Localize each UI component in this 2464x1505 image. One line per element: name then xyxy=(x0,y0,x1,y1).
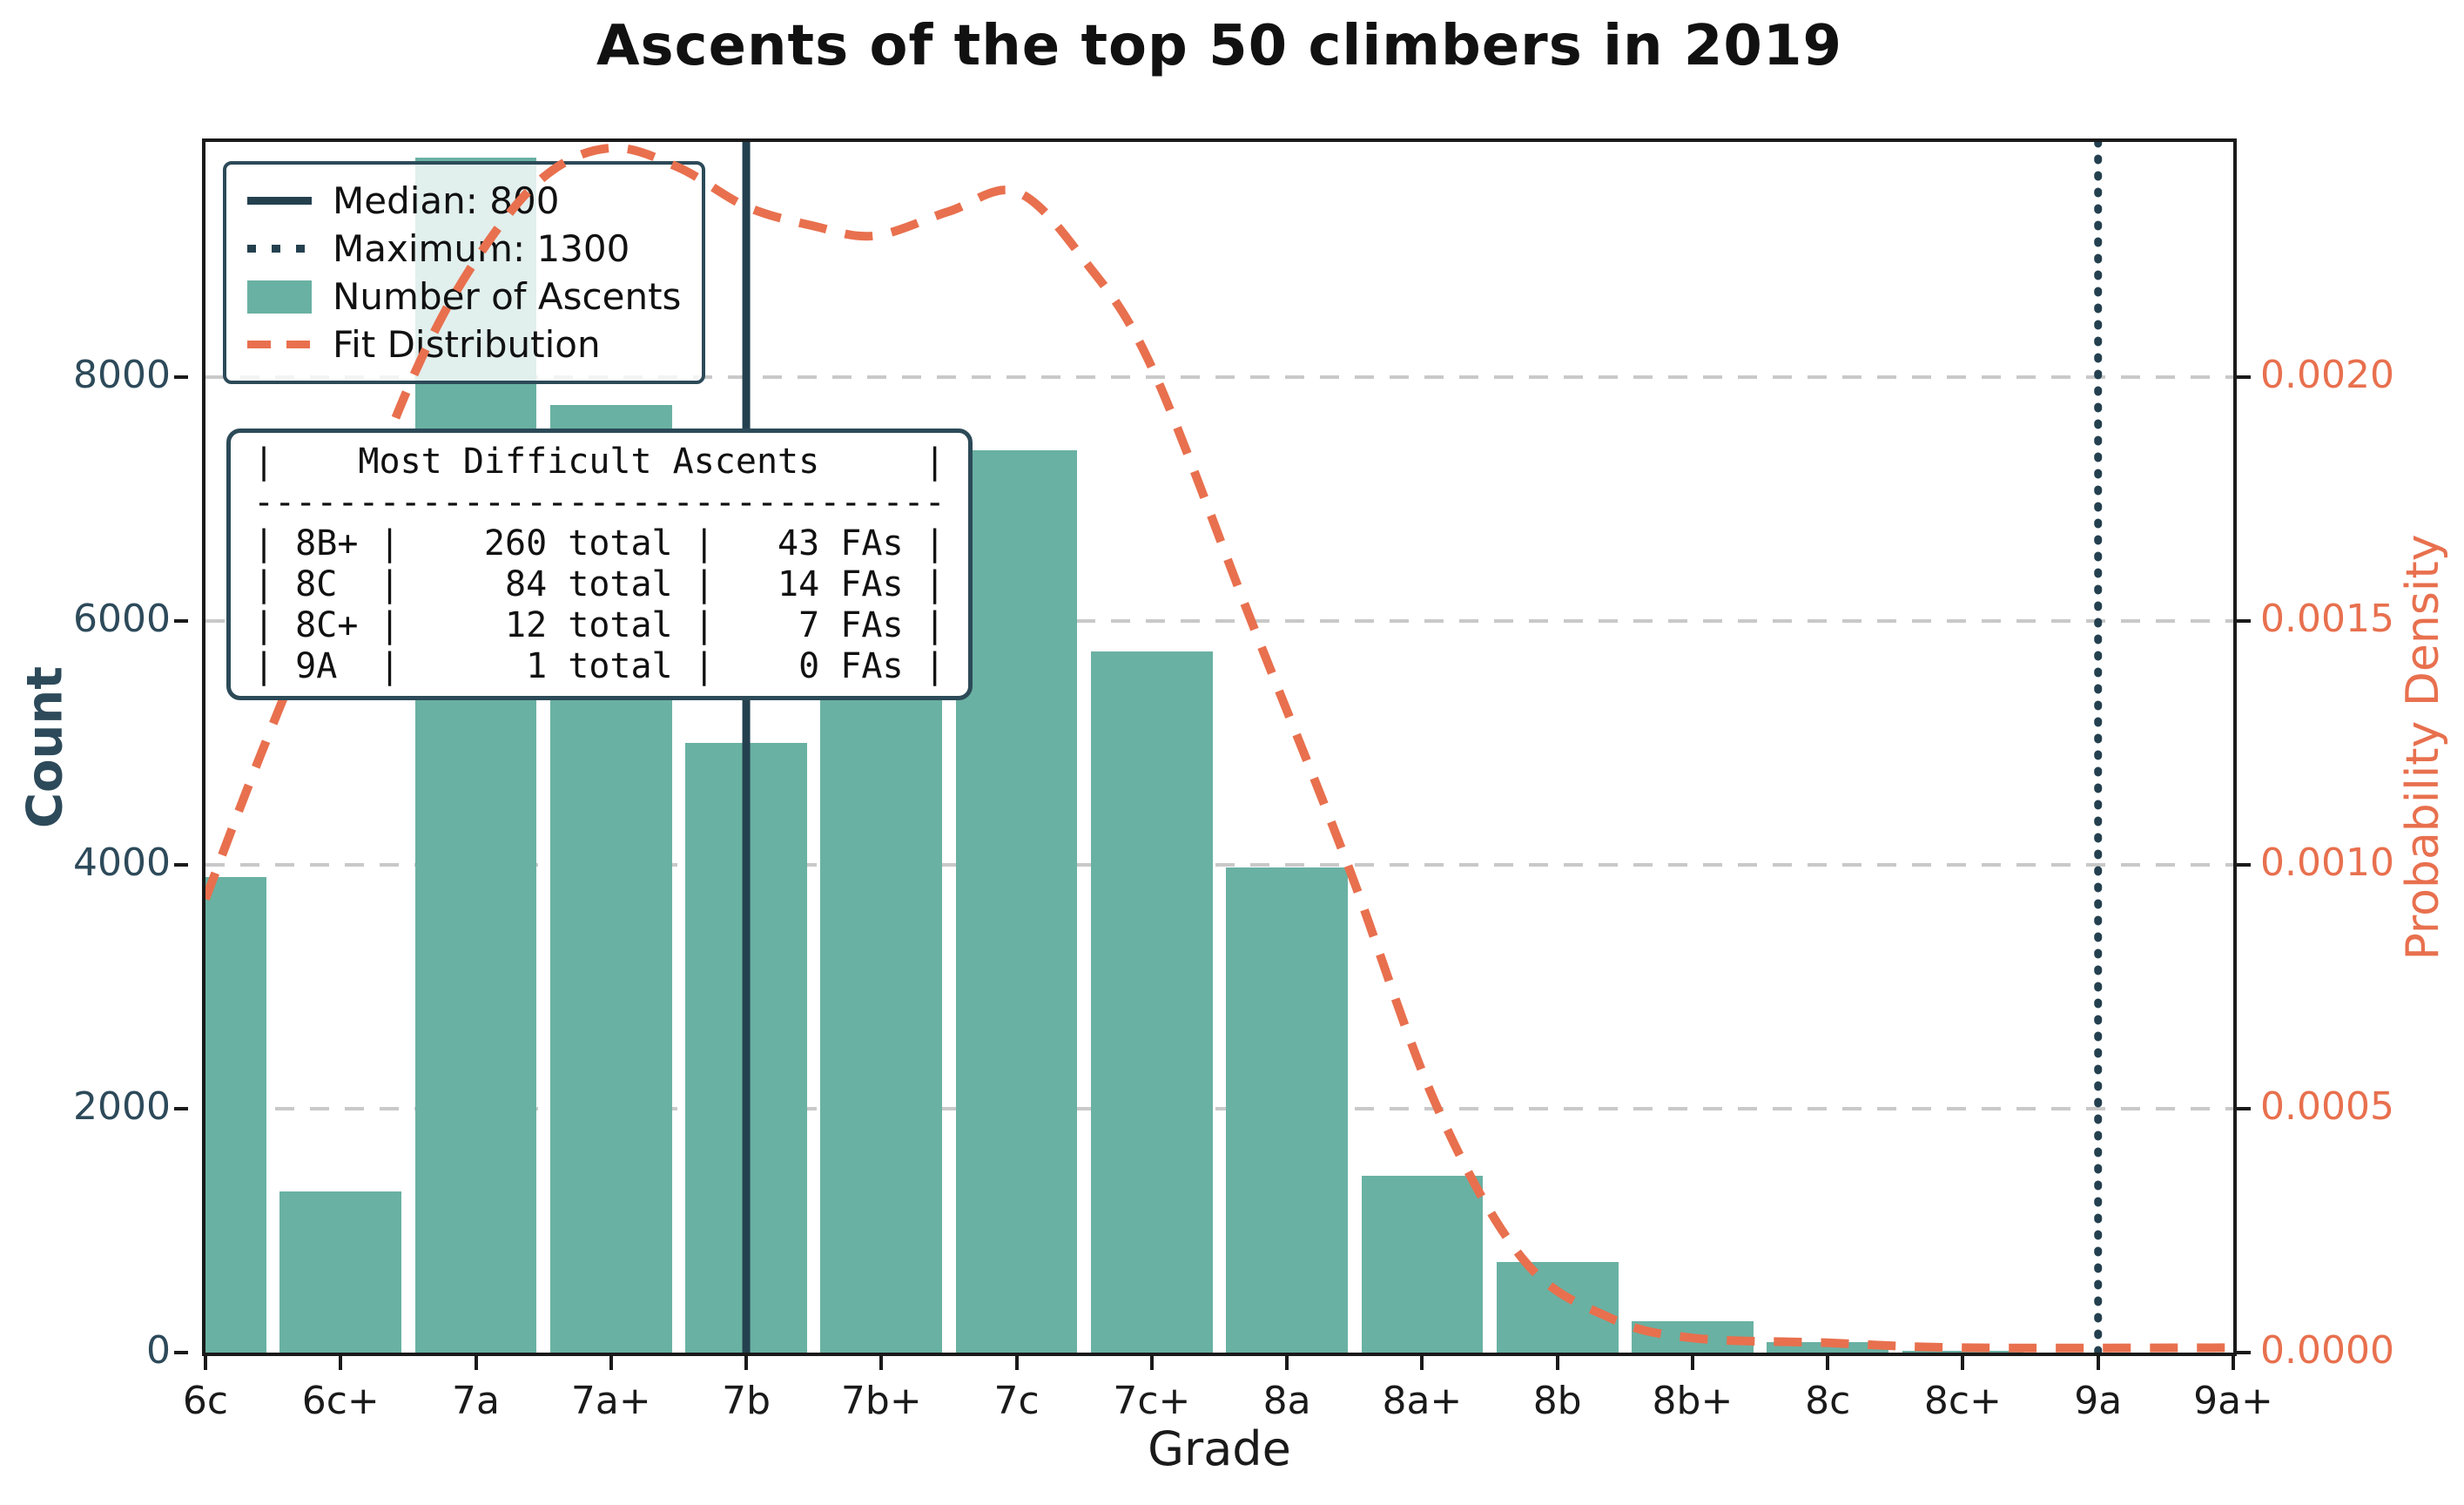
x-tick xyxy=(1826,1356,1830,1370)
x-tick xyxy=(339,1356,343,1370)
x-tick-label: 8c xyxy=(1805,1379,1851,1423)
y-tick-right xyxy=(2237,1107,2251,1110)
x-tick xyxy=(204,1356,207,1370)
y-tick-right xyxy=(2237,1351,2251,1354)
plot-area: Median: 800 Maximum: 1300 Number of Asce… xyxy=(205,142,2233,1353)
x-tick-label: 9a xyxy=(2074,1379,2123,1423)
x-tick xyxy=(2232,1356,2235,1370)
x-tick xyxy=(879,1356,884,1370)
x-tick-label: 8a xyxy=(1262,1379,1311,1423)
bar-8a+ xyxy=(1361,1176,1484,1353)
svg-curve xyxy=(205,143,2233,1353)
y-tick-right xyxy=(2237,375,2251,380)
bar-7c+ xyxy=(1090,651,1213,1353)
chart-title: Ascents of the top 50 climbers in 2019 xyxy=(596,14,1842,78)
y-axis-label-probability-density: Probability Density xyxy=(2397,534,2449,961)
x-axis-label-grade: Grade xyxy=(1148,1421,1291,1476)
y-tick-label-right: 0.0005 xyxy=(2260,1084,2394,1129)
y-tick-label-left: 4000 xyxy=(73,840,171,886)
x-tick xyxy=(1555,1356,1559,1370)
bar-7c xyxy=(955,450,1078,1353)
x-tick xyxy=(1285,1356,1289,1370)
y-tick-left xyxy=(174,1107,188,1110)
x-tick xyxy=(1690,1356,1694,1370)
y-tick-right xyxy=(2237,619,2251,624)
y-tick-label-left: 6000 xyxy=(73,597,171,642)
x-tick-label: 7b+ xyxy=(840,1379,922,1423)
x-tick xyxy=(1961,1356,1965,1370)
x-tick xyxy=(609,1356,613,1370)
legend: Median: 800 Maximum: 1300 Number of Asce… xyxy=(223,161,706,384)
x-tick xyxy=(1420,1356,1424,1370)
y-tick-label-right: 0.0020 xyxy=(2260,353,2394,398)
x-tick xyxy=(2096,1356,2100,1370)
y-tick-label-left: 0 xyxy=(146,1328,171,1373)
median-line-icon xyxy=(247,197,312,205)
y-tick-left xyxy=(174,375,188,380)
y-tick-label-left: 2000 xyxy=(73,1084,171,1129)
bar-6c+ xyxy=(279,1191,402,1353)
x-tick xyxy=(1149,1356,1154,1370)
svg-lines xyxy=(742,142,2103,1353)
bar-8b xyxy=(1496,1262,1619,1353)
x-tick xyxy=(744,1356,749,1370)
y-tick-left xyxy=(174,863,188,867)
bar-8c xyxy=(1767,1342,1889,1353)
x-tick-label: 6c+ xyxy=(301,1379,380,1423)
legend-label: Fit Distribution xyxy=(333,323,601,366)
y-tick-left xyxy=(174,1351,188,1354)
bar-6c xyxy=(205,877,266,1353)
y-tick-left xyxy=(174,619,188,624)
bar-8a xyxy=(1226,867,1348,1353)
y-tick-label-right: 0.0015 xyxy=(2260,597,2394,642)
gridline xyxy=(205,863,2233,867)
x-tick-label: 8c+ xyxy=(1923,1379,2002,1423)
fit-distribution-curve xyxy=(205,143,2233,1353)
most-difficult-ascents-table: | Most Difficult Ascents | -------------… xyxy=(226,429,973,700)
legend-item-ascents: Number of Ascents xyxy=(247,273,681,321)
x-tick xyxy=(1014,1356,1019,1370)
x-tick xyxy=(474,1356,478,1370)
x-tick-label: 6c xyxy=(182,1379,229,1423)
ascents-bar-icon xyxy=(247,280,312,314)
y-axis-label-count: Count xyxy=(17,665,74,829)
x-tick-label: 7a xyxy=(452,1379,501,1423)
legend-item-fit: Fit Distribution xyxy=(247,321,681,368)
y-tick-right xyxy=(2237,863,2251,867)
y-tick-label-right: 0.0000 xyxy=(2260,1328,2394,1373)
fit-distribution-line-icon xyxy=(247,341,312,348)
x-tick-label: 7c+ xyxy=(1113,1379,1191,1423)
x-tick-label: 8b xyxy=(1532,1379,1582,1423)
x-tick-label: 8b+ xyxy=(1652,1379,1734,1423)
x-tick-label: 8a+ xyxy=(1382,1379,1463,1423)
x-tick-label: 7a+ xyxy=(570,1379,651,1423)
legend-label: Number of Ascents xyxy=(333,275,682,318)
x-tick-label: 7b xyxy=(722,1379,771,1423)
maximum-line-icon xyxy=(247,245,312,253)
y-tick-label-right: 0.0010 xyxy=(2260,840,2394,886)
gridline xyxy=(205,375,2233,380)
x-tick-label: 9a+ xyxy=(2193,1379,2273,1423)
y-tick-label-left: 8000 xyxy=(73,353,171,398)
gridline xyxy=(205,1107,2233,1110)
x-tick-label: 7c xyxy=(993,1379,1040,1423)
gridline xyxy=(205,619,2233,624)
